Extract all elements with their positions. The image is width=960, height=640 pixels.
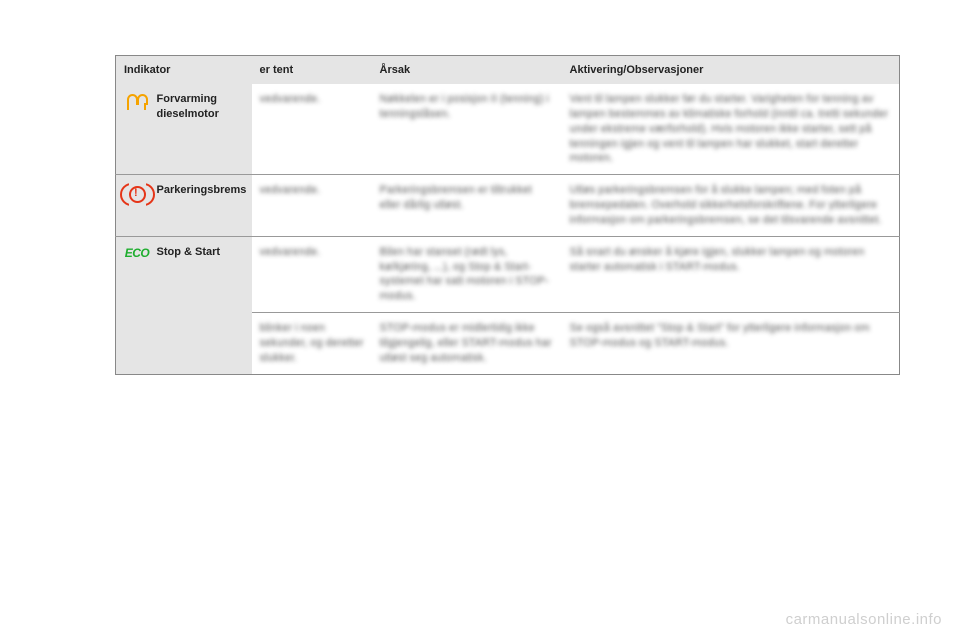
arsak-cell: Parkeringsbremsen er tiltrukket eller då… xyxy=(372,175,562,236)
indicator-label: Forvarming dieselmotor xyxy=(149,84,252,174)
tent-cell: vedvarende. xyxy=(252,84,372,174)
tent-cell: vedvarende. xyxy=(252,236,372,312)
table-row: ! Parkeringsbrems vedvarende. Parkerings… xyxy=(116,175,900,236)
col-arsak: Årsak xyxy=(372,56,562,85)
table-row: ECO Stop & Start vedvarende. Bilen har s… xyxy=(116,236,900,312)
indicator-icon-cell: ECO xyxy=(116,236,149,374)
indicator-label: Stop & Start xyxy=(149,236,252,374)
col-tent: er tent xyxy=(252,56,372,85)
indicator-label: Parkeringsbrems xyxy=(149,175,252,236)
indicator-icon-cell: ! xyxy=(116,175,149,236)
arsak-cell: Bilen har stanset (rødt lys, kø/kjøring,… xyxy=(372,236,562,312)
table-header-row: Indikator er tent Årsak Aktivering/Obser… xyxy=(116,56,900,85)
akt-cell: Så snart du ønsker å kjøre igjen, slukke… xyxy=(562,236,900,312)
akt-cell: Se også avsnittet "Stop & Start" for ytt… xyxy=(562,313,900,375)
glow-plug-icon xyxy=(124,92,150,115)
arsak-cell: STOP-modus er midlertidig ikke tilgjenge… xyxy=(372,313,562,375)
col-indikator: Indikator xyxy=(116,56,252,85)
tent-cell: vedvarende. xyxy=(252,175,372,236)
indicator-icon-cell xyxy=(116,84,149,174)
brake-icon: ! xyxy=(124,183,150,210)
watermark: carmanualsonline.info xyxy=(786,611,942,628)
indicator-table: Indikator er tent Årsak Aktivering/Obser… xyxy=(115,55,900,375)
col-aktivering: Aktivering/Observasjoner xyxy=(562,56,900,85)
akt-cell: Utløs parkeringsbremsen for å slukke lam… xyxy=(562,175,900,236)
arsak-cell: Nøkkelen er i posisjon II (tenning) i te… xyxy=(372,84,562,174)
table-row: Forvarming dieselmotor vedvarende. Nøkke… xyxy=(116,84,900,174)
eco-icon: ECO xyxy=(124,245,150,261)
akt-cell: Vent til lampen slukker før du starter. … xyxy=(562,84,900,174)
tent-cell: blinker i noen sekunder, og deretter slu… xyxy=(252,313,372,375)
